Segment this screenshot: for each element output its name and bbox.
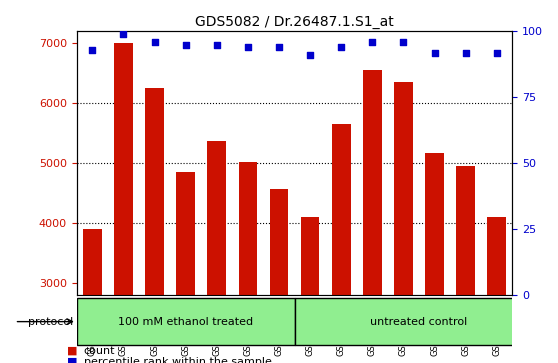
Text: protocol: protocol xyxy=(28,317,77,327)
Title: GDS5082 / Dr.26487.1.S1_at: GDS5082 / Dr.26487.1.S1_at xyxy=(195,15,394,29)
Text: ■: ■ xyxy=(67,356,78,363)
Bar xyxy=(145,88,164,295)
FancyBboxPatch shape xyxy=(295,298,543,345)
Point xyxy=(275,44,283,50)
Point xyxy=(399,39,408,45)
Text: count: count xyxy=(84,346,115,356)
Point xyxy=(430,50,439,56)
Text: 100 mM ethanol treated: 100 mM ethanol treated xyxy=(118,317,253,327)
Bar xyxy=(487,217,506,295)
Point xyxy=(212,42,221,48)
Bar xyxy=(238,162,257,295)
Text: untreated control: untreated control xyxy=(371,317,468,327)
Bar xyxy=(83,229,102,295)
Point xyxy=(88,47,97,53)
Text: percentile rank within the sample: percentile rank within the sample xyxy=(84,356,272,363)
Bar xyxy=(394,82,413,295)
Point xyxy=(119,31,128,37)
Point xyxy=(150,39,159,45)
Point xyxy=(492,50,501,56)
Bar xyxy=(176,172,195,295)
Bar xyxy=(456,166,475,295)
Bar xyxy=(363,70,382,295)
Point xyxy=(181,42,190,48)
Point xyxy=(368,39,377,45)
Point xyxy=(243,44,252,50)
Point xyxy=(306,52,315,58)
Bar xyxy=(270,188,288,295)
Bar xyxy=(208,140,226,295)
Text: ■: ■ xyxy=(67,346,78,356)
FancyBboxPatch shape xyxy=(77,298,295,345)
Point xyxy=(461,50,470,56)
Bar xyxy=(425,152,444,295)
Bar xyxy=(301,217,319,295)
Point xyxy=(336,44,345,50)
Bar xyxy=(332,125,350,295)
Bar xyxy=(114,44,133,295)
